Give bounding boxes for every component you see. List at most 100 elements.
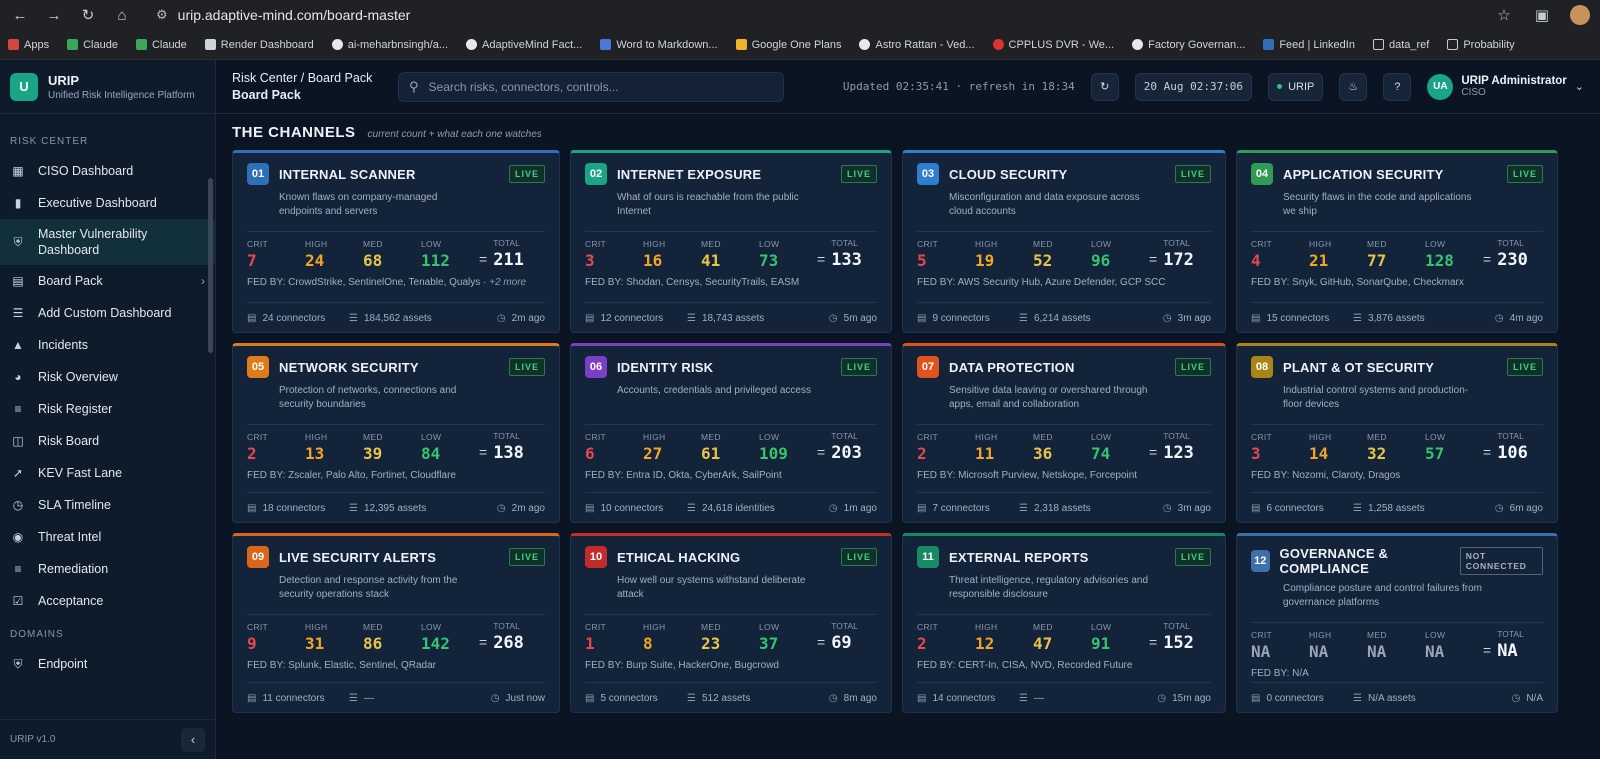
fed-by: FED BY: Zscaler, Palo Alto, Fortinet, Cl… [247,470,456,481]
asset-count: — [363,693,374,704]
bookmark-linkedin[interactable]: Feed | LinkedIn [1263,39,1355,51]
connector-icon: ▤ [247,313,257,324]
sidebar-item-master-vulnerability-dashboard[interactable]: ⛨ Master Vulnerability Dashboard [0,219,215,265]
divider [1251,622,1543,623]
help-button[interactable]: ? [1383,72,1412,101]
home-icon[interactable]: ⌂ [117,6,127,24]
document-icon: ▤ [12,274,24,288]
back-icon[interactable]: ← [12,6,28,24]
channel-card-07[interactable]: 07 DATA PROTECTION LIVE Sensitive data l… [902,343,1226,523]
tenant-selector[interactable]: URIP [1268,72,1324,101]
channel-card-04[interactable]: 04 APPLICATION SECURITY LIVE Security fl… [1236,150,1558,333]
channel-name: ETHICAL HACKING [617,549,741,565]
sidebar-scrollbar[interactable] [208,178,213,353]
bookmark-probability[interactable]: Probability [1447,39,1515,51]
divider [585,614,877,615]
channels-title: THE CHANNELS [232,124,356,141]
extensions-icon[interactable]: ▣ [1534,7,1550,24]
channel-card-08[interactable]: 08 PLANT & OT SECURITY LIVE Industrial c… [1236,343,1558,523]
search-input[interactable] [428,79,773,94]
topbar: Risk Center / Board Pack Board Pack ⚲ Up… [216,60,1600,114]
total-count: 268 [493,633,524,653]
sliders-icon: ☰ [12,306,24,320]
database-icon: ☰ [687,693,696,704]
bookmark-render[interactable]: Render Dashboard [204,39,314,51]
search-box[interactable]: ⚲ [398,71,784,102]
bolt-icon: ➚ [12,466,24,480]
channel-name: NETWORK SECURITY [279,359,419,375]
asset-count: 12,395 assets [363,503,427,514]
bookmark-github[interactable]: ai-meharbnsingh/a... [331,39,448,51]
sidebar-item-incidents[interactable]: ▲ Incidents [0,329,215,361]
sidebar-item-ciso-dashboard[interactable]: ▦ CISO Dashboard [0,155,215,187]
channel-card-06[interactable]: 06 IDENTITY RISK LIVE Accounts, credenti… [570,343,892,523]
channel-card-03[interactable]: 03 CLOUD SECURITY LIVE Misconfiguration … [902,150,1226,333]
fed-by: FED BY: Entra ID, Okta, CyberArk, SailPo… [585,470,782,481]
brand[interactable]: U URIP Unified Risk Intelligence Platfor… [0,60,215,114]
sidebar-item-endpoint[interactable]: ⛨ Endpoint [0,648,215,680]
status-badge: LIVE [840,548,877,566]
med-label: MED [1367,432,1387,442]
sidebar-item-risk-overview[interactable]: ◕ Risk Overview [0,361,215,393]
sidebar-item-sla-timeline[interactable]: ◷ SLA Timeline [0,489,215,521]
total-count: 69 [831,633,852,653]
sidebar-item-board-pack[interactable]: ▤ Board Pack › [0,265,215,297]
bookmark-data-ref[interactable]: data_ref [1372,39,1429,51]
bookmark-apps[interactable]: Apps [8,39,49,51]
bookmark-google-one[interactable]: Google One Plans [735,39,841,51]
bookmark-cpplus[interactable]: CPPLUS DVR - We... [992,39,1114,51]
bookmark-adaptivemind[interactable]: AdaptiveMind Fact... [466,39,582,51]
channels-grid: 01 INTERNAL SCANNER LIVE Known flaws on … [232,150,1588,713]
channel-card-09[interactable]: 09 LIVE SECURITY ALERTS LIVE Detection a… [232,533,560,713]
equals-sign: = [1483,444,1492,460]
sidebar-item-threat-intel[interactable]: ◉ Threat Intel [0,521,215,553]
reload-icon[interactable]: ↻ [81,7,95,24]
sidebar-item-risk-board[interactable]: ◫ Risk Board [0,425,215,457]
channel-card-10[interactable]: 10 ETHICAL HACKING LIVE How well our sys… [570,533,892,713]
address-bar[interactable]: ⚙ urip.adaptive-mind.com/board-master [146,3,1480,27]
bookmark-claude-1[interactable]: Claude [67,39,118,51]
bookmark-factory[interactable]: Factory Governan... [1132,39,1245,51]
sidebar-item-remediation[interactable]: ≡ Remediation [0,553,215,585]
low-label: LOW [1091,239,1112,249]
bookmark-star-icon[interactable]: ☆ [1497,7,1511,24]
site-settings-icon[interactable]: ⚙ [156,7,168,22]
breadcrumb-path[interactable]: Risk Center / Board Pack [232,70,373,85]
status-badge: LIVE [1174,358,1211,376]
low-count: 37 [759,634,779,653]
database-icon: ☰ [1353,503,1362,514]
channel-card-05[interactable]: 05 NETWORK SECURITY LIVE Protection of n… [232,343,560,523]
card-footer: ▤ 0 connectors ☰ N/A assets ◷ N/A [1251,682,1543,704]
channel-name: GOVERNANCE & COMPLIANCE [1279,546,1389,576]
profile-avatar[interactable] [1570,5,1590,25]
channel-card-11[interactable]: 11 EXTERNAL REPORTS LIVE Threat intellig… [902,533,1226,713]
low-label: LOW [759,622,780,632]
high-count: 31 [305,634,325,653]
forward-icon[interactable]: → [46,6,62,24]
more-sources-link[interactable]: +2 more [489,277,527,288]
crit-label: CRIT [247,239,269,249]
sidebar-item-add-custom-dashboard[interactable]: ☰ Add Custom Dashboard [0,297,215,329]
bookmark-claude-2[interactable]: Claude [135,39,187,51]
channel-card-02[interactable]: 02 INTERNET EXPOSURE LIVE What of ours i… [570,150,892,333]
collapse-sidebar-button[interactable]: ‹ [181,727,205,752]
last-updated: 3m ago [1177,313,1211,324]
notifications-button[interactable]: ♨ [1339,72,1368,101]
sidebar-item-risk-register[interactable]: ≡ Risk Register [0,393,215,425]
channel-number: 11 [917,546,939,568]
user-menu[interactable]: UA URIP Administrator CISO ⌄ [1427,73,1584,100]
channel-card-01[interactable]: 01 INTERNAL SCANNER LIVE Known flaws on … [232,150,560,333]
bookmark-astro[interactable]: Astro Rattan - Ved... [859,39,975,51]
bookmark-word-markdown[interactable]: Word to Markdown... [600,39,718,51]
severity-stats: CRIT 2 HIGH 12 MED 47 LOW 91 = TOTAL 152 [917,621,1211,653]
refresh-button[interactable]: ↻ [1090,72,1119,101]
sidebar-item-acceptance[interactable]: ☑ Acceptance [0,585,215,617]
low-label: LOW [1425,239,1446,249]
chevron-right-icon[interactable]: › [201,274,205,288]
med-count: 39 [363,444,383,463]
channel-number: 04 [1251,163,1273,185]
sidebar-item-kev-fast-lane[interactable]: ➚ KEV Fast Lane [0,457,215,489]
severity-stats: CRIT 7 HIGH 24 MED 68 LOW 112 = TOTAL 211 [247,238,545,270]
sidebar-item-executive-dashboard[interactable]: ▮ Executive Dashboard [0,187,215,219]
channel-card-12[interactable]: 12 GOVERNANCE & COMPLIANCE NOT CONNECTED… [1236,533,1558,713]
